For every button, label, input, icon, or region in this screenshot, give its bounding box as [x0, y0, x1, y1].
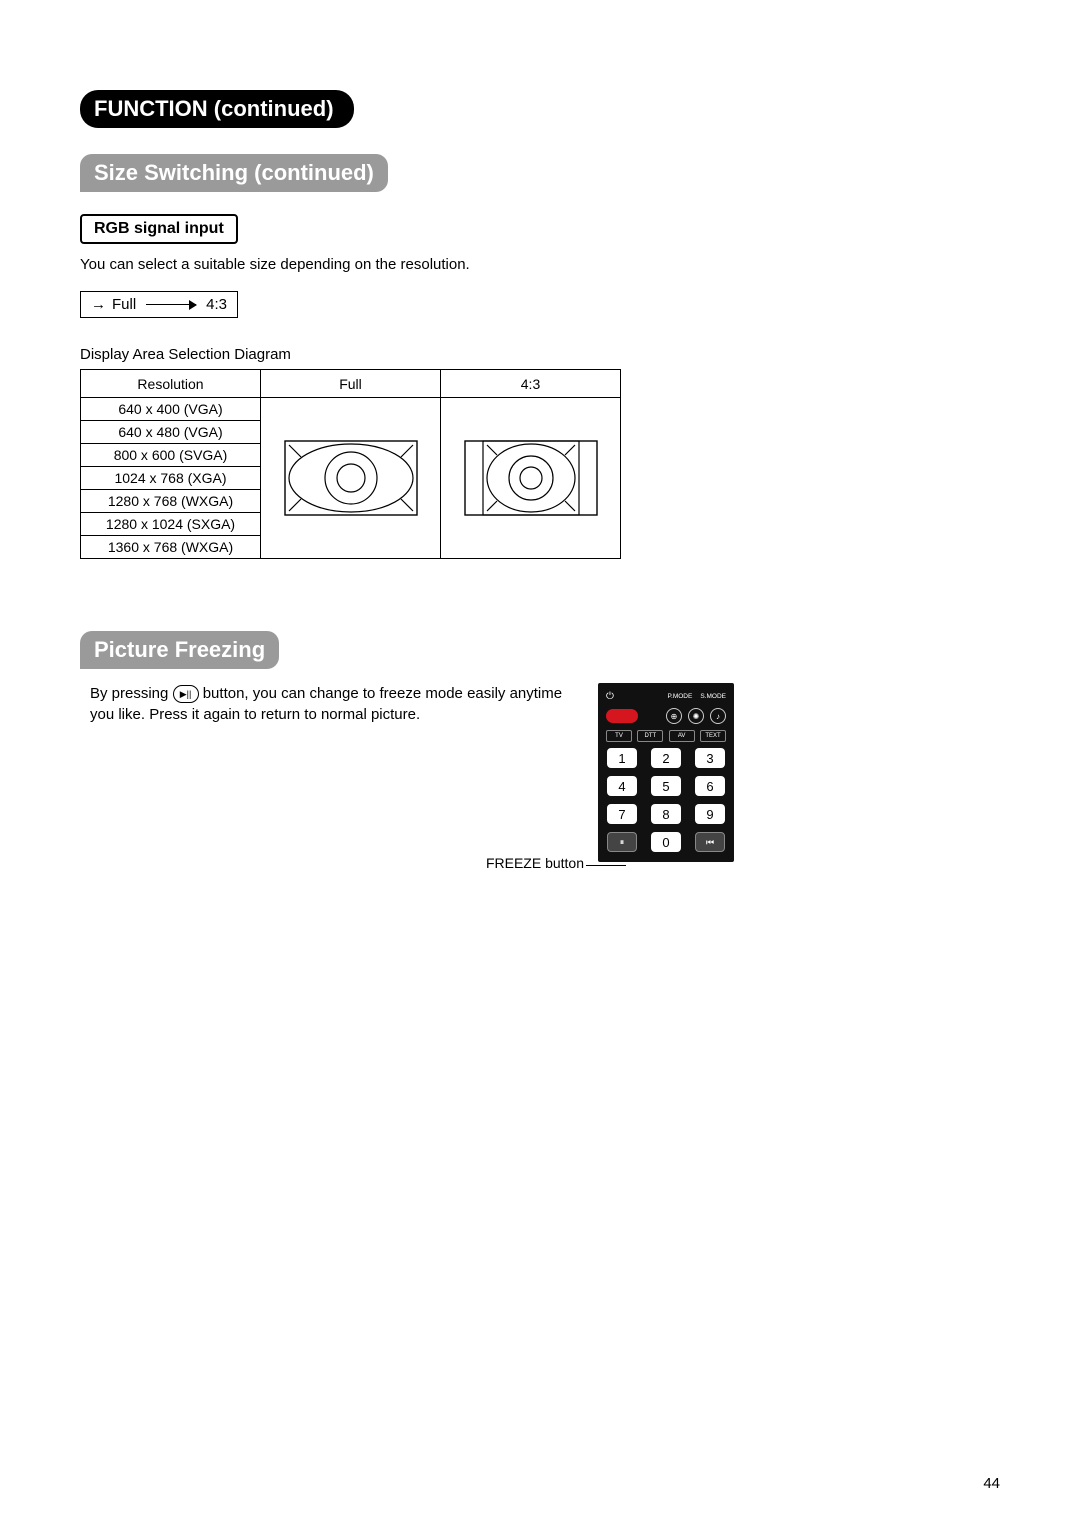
remote-number-button: 7 — [607, 804, 637, 824]
flow-option-43: 4:3 — [206, 296, 227, 313]
remote-number-button: 2 — [651, 748, 681, 768]
leader-line — [586, 865, 626, 866]
table-cell: 1024 x 768 (XGA) — [81, 467, 261, 490]
remote-number-button: 9 — [695, 804, 725, 824]
page-number: 44 — [983, 1475, 1000, 1492]
remote-number-button: 5 — [651, 776, 681, 796]
freeze-inline-icon: ▶|| — [173, 685, 199, 703]
table-cell: 1280 x 768 (WXGA) — [81, 490, 261, 513]
display-43-cell — [441, 398, 621, 559]
table-cell: 800 x 600 (SVGA) — [81, 444, 261, 467]
pmode-label: P.MODE — [668, 693, 693, 700]
remote-bottom-right-button: ⏮ — [695, 832, 725, 852]
remote-illustration: FREEZE button ⏻ P.MODE S.MODE ⊕ — [598, 683, 734, 862]
remote-round-button: ✺ — [688, 708, 704, 724]
table-cell: 640 x 400 (VGA) — [81, 398, 261, 421]
table-cell: 640 x 480 (VGA) — [81, 421, 261, 444]
power-icon: ⏻ — [606, 691, 614, 702]
intro-text: You can select a suitable size depending… — [80, 256, 1010, 273]
remote-number-button: 1 — [607, 748, 637, 768]
tv-full-icon — [281, 437, 421, 519]
remote-number-button: 0 — [651, 832, 681, 852]
flow-option-full: Full — [112, 296, 136, 313]
remote-number-button: 3 — [695, 748, 725, 768]
remote-red-button — [606, 709, 638, 723]
remote-round-button: ♪ — [710, 708, 726, 724]
display-full-cell — [261, 398, 441, 559]
table-header: Full — [261, 370, 441, 398]
section-heading-size-switching: Size Switching (continued) — [80, 154, 388, 192]
tv-43-icon — [461, 437, 601, 519]
remote-mode-button: AV — [669, 730, 695, 742]
table-header: 4:3 — [441, 370, 621, 398]
table-cell: 1280 x 1024 (SXGA) — [81, 513, 261, 536]
remote-mode-button: TV — [606, 730, 632, 742]
freeze-description: By pressing ▶|| button, you can change t… — [80, 683, 570, 725]
size-flow-box: → Full 4:3 — [80, 291, 238, 318]
table-header: Resolution — [81, 370, 261, 398]
remote-mode-button: DTT — [637, 730, 663, 742]
remote-number-button: 8 — [651, 804, 681, 824]
remote-freeze-button: ⏸ — [607, 832, 637, 852]
remote-number-button: 4 — [607, 776, 637, 796]
remote-mode-button: TEXT — [700, 730, 726, 742]
table-caption: Display Area Selection Diagram — [80, 346, 1010, 363]
table-cell: 1360 x 768 (WXGA) — [81, 536, 261, 559]
resolution-table: Resolution Full 4:3 640 x 400 (VGA) — [80, 369, 621, 559]
remote-round-button: ⊕ — [666, 708, 682, 724]
remote-number-button: 6 — [695, 776, 725, 796]
smode-label: S.MODE — [700, 693, 726, 700]
rgb-signal-input-box: RGB signal input — [80, 214, 238, 244]
section-heading-function: FUNCTION (continued) — [80, 90, 354, 128]
section-heading-picture-freezing: Picture Freezing — [80, 631, 279, 669]
remote-control: ⏻ P.MODE S.MODE ⊕ ✺ ♪ — [598, 683, 734, 862]
freeze-button-label: FREEZE button — [486, 855, 584, 871]
manual-page: FUNCTION (continued) Size Switching (con… — [0, 0, 1080, 1528]
arrow-icon — [146, 304, 196, 305]
